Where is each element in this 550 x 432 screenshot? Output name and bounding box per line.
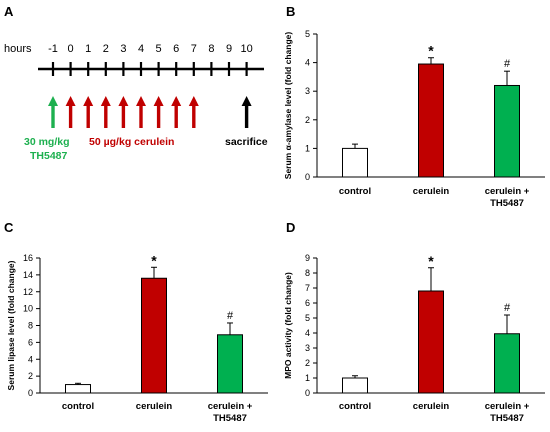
th5487-injection-arrow <box>48 96 58 128</box>
timeline-hour-label: 5 <box>156 43 162 55</box>
category-label: control <box>62 401 94 412</box>
chart-serum-amylase: 0 1 2 3 4 5 Serum α-amylase level (fold change… <box>283 29 545 209</box>
y-axis-label: MPO activity (fold change) <box>283 272 293 379</box>
y-tick-label: 4 <box>305 328 310 338</box>
timeline-hour-label: 7 <box>191 43 197 55</box>
significance-hash: # <box>504 58 511 70</box>
bar <box>494 333 520 394</box>
bar <box>342 377 368 394</box>
panel-label-b: B <box>286 4 295 19</box>
significance-hash: # <box>504 302 511 314</box>
bar <box>418 290 444 394</box>
sacrifice-arrow <box>241 96 252 128</box>
chart-serum-lipase: 0 2 4 6 8 10 12 14 16 Serum lipase level (fold ch… <box>6 252 268 424</box>
cerulein-injection-arrow <box>188 96 199 128</box>
significance-star: * <box>428 253 434 269</box>
timeline-hour-label: -1 <box>48 43 58 55</box>
cerulein-dose-label: 50 µg/kg cerulein <box>89 136 174 148</box>
y-tick-label: 5 <box>305 29 310 39</box>
y-tick-label: 0 <box>305 172 310 182</box>
bar <box>494 84 520 178</box>
bar <box>141 277 167 394</box>
timeline-arrows <box>48 96 252 128</box>
y-axis-label: Serum lipase level (fold change) <box>6 260 16 390</box>
timeline-hour-label: 8 <box>208 43 214 55</box>
panel-label-a: A <box>4 4 14 19</box>
bar <box>418 63 444 178</box>
cerulein-injection-arrow <box>83 96 94 128</box>
timeline-hour-label: 1 <box>85 43 91 55</box>
y-tick-label: 2 <box>305 358 310 368</box>
category-label: cerulein <box>413 401 450 412</box>
category-label: control <box>339 186 371 197</box>
y-tick-label: 5 <box>305 313 310 323</box>
y-tick-label: 1 <box>305 143 310 153</box>
category-label: cerulein + TH5487 <box>485 401 530 424</box>
cerulein-injection-arrow <box>153 96 164 128</box>
y-tick-label: 12 <box>23 287 33 297</box>
y-tick-label: 6 <box>305 298 310 308</box>
bar <box>342 147 368 178</box>
th5487-dose-line1: 30 mg/kg <box>24 136 70 148</box>
timeline-hour-label: 3 <box>120 43 126 55</box>
y-tick-label: 9 <box>305 253 310 263</box>
bar <box>65 384 91 394</box>
significance-star: * <box>151 252 157 268</box>
cerulein-injection-arrow <box>171 96 182 128</box>
y-tick-label: 6 <box>28 337 33 347</box>
y-tick-label: 8 <box>305 268 310 278</box>
timeline-hour-labels: -1 0 1 2 3 4 5 6 7 8 9 10 <box>48 43 253 55</box>
y-tick-label: 0 <box>28 388 33 398</box>
treatment-timeline: hours -1 0 1 2 3 4 5 6 7 8 9 10 30 mg/kg TH5487 50 … <box>4 43 268 162</box>
significance-star: * <box>428 43 434 59</box>
timeline-hours-label: hours <box>4 43 32 55</box>
y-tick-label: 2 <box>28 371 33 381</box>
y-tick-label: 0 <box>305 388 310 398</box>
timeline-hour-label: 0 <box>68 43 74 55</box>
panel-label-d: D <box>286 220 295 235</box>
cerulein-injection-arrow <box>118 96 129 128</box>
y-tick-label: 4 <box>305 58 310 68</box>
sacrifice-label: sacrifice <box>225 136 268 148</box>
timeline-hour-label: 10 <box>240 43 252 55</box>
y-tick-label: 2 <box>305 115 310 125</box>
y-tick-label: 16 <box>23 253 33 263</box>
timeline-hour-label: 6 <box>173 43 179 55</box>
y-tick-label: 8 <box>28 321 33 331</box>
y-tick-label: 3 <box>305 86 310 96</box>
chart-mpo-activity: 0 1 2 3 4 5 6 7 8 9 MPO activity (fold change) cont… <box>283 253 545 424</box>
timeline-hour-label: 9 <box>226 43 232 55</box>
y-tick-label: 3 <box>305 343 310 353</box>
category-label: control <box>339 401 371 412</box>
y-tick-label: 14 <box>23 270 33 280</box>
timeline-hour-label: 4 <box>138 43 144 55</box>
y-tick-label: 7 <box>305 283 310 293</box>
y-tick-label: 4 <box>28 354 33 364</box>
category-label: cerulein + TH5487 <box>208 401 253 424</box>
cerulein-injection-arrow <box>136 96 146 128</box>
cerulein-injection-arrow <box>65 96 76 128</box>
y-axis-label: Serum α-amylase level (fold change) <box>283 32 293 180</box>
timeline-hour-label: 2 <box>103 43 109 55</box>
y-tick-label: 1 <box>305 373 310 383</box>
cerulein-injection-arrow <box>100 96 111 128</box>
category-label: cerulein <box>136 401 173 412</box>
category-label: cerulein <box>413 186 450 197</box>
category-label: cerulein + TH5487 <box>485 186 530 209</box>
bar <box>217 334 243 394</box>
th5487-dose-line2: TH5487 <box>30 150 68 162</box>
significance-hash: # <box>227 310 234 322</box>
y-tick-label: 10 <box>23 304 33 314</box>
timeline-ticks <box>51 62 248 76</box>
panel-label-c: C <box>4 220 14 235</box>
